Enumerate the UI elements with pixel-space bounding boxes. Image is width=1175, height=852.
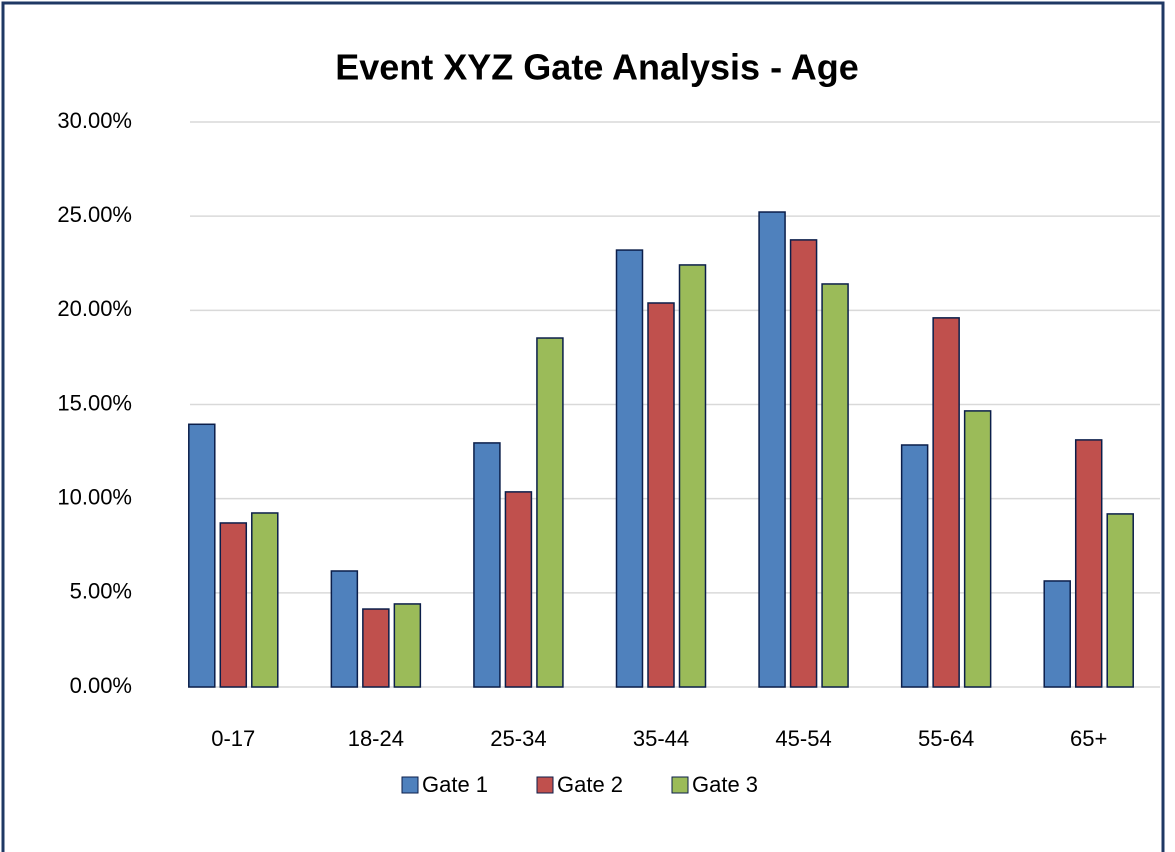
legend-swatch [401, 776, 419, 794]
x-tick-label: 25-34 [490, 726, 546, 751]
x-tick-label: 0-17 [211, 726, 255, 751]
x-tick-label: 65+ [1070, 726, 1107, 751]
y-tick-label: 15.00% [57, 390, 132, 415]
bar [900, 444, 929, 688]
bar [330, 570, 359, 688]
bar [504, 491, 533, 688]
bar [821, 283, 849, 688]
chart-title: Event XYZ Gate Analysis - Age [335, 47, 859, 88]
legend-swatch [536, 776, 554, 794]
bar [963, 410, 992, 688]
legend-label: Gate 3 [692, 772, 758, 797]
bar [536, 337, 564, 688]
y-tick-label: 10.00% [57, 484, 132, 509]
bar [1106, 513, 1134, 688]
y-tick-label: 30.00% [57, 108, 132, 133]
x-tick-label: 45-54 [775, 726, 831, 751]
bar [615, 249, 644, 688]
bar [393, 603, 422, 688]
x-tick-label: 18-24 [348, 726, 404, 751]
bar [789, 239, 818, 688]
legend-label: Gate 2 [557, 772, 623, 797]
bar [473, 442, 501, 688]
bar [1074, 439, 1103, 688]
legend-swatch [671, 776, 689, 794]
bar [362, 608, 390, 688]
x-tick-label: 55-64 [918, 726, 974, 751]
bar [251, 512, 279, 688]
y-tick-label: 5.00% [70, 579, 132, 604]
bar [932, 317, 960, 688]
bar [1043, 580, 1071, 688]
y-tick-label: 25.00% [57, 202, 132, 227]
y-tick-label: 20.00% [57, 296, 132, 321]
x-tick-label: 35-44 [633, 726, 689, 751]
bar [219, 522, 248, 688]
legend-label: Gate 1 [422, 772, 488, 797]
bar [758, 211, 786, 688]
bar [188, 423, 216, 688]
y-tick-label: 0.00% [70, 673, 132, 698]
bar [678, 264, 707, 688]
bar [647, 302, 675, 688]
